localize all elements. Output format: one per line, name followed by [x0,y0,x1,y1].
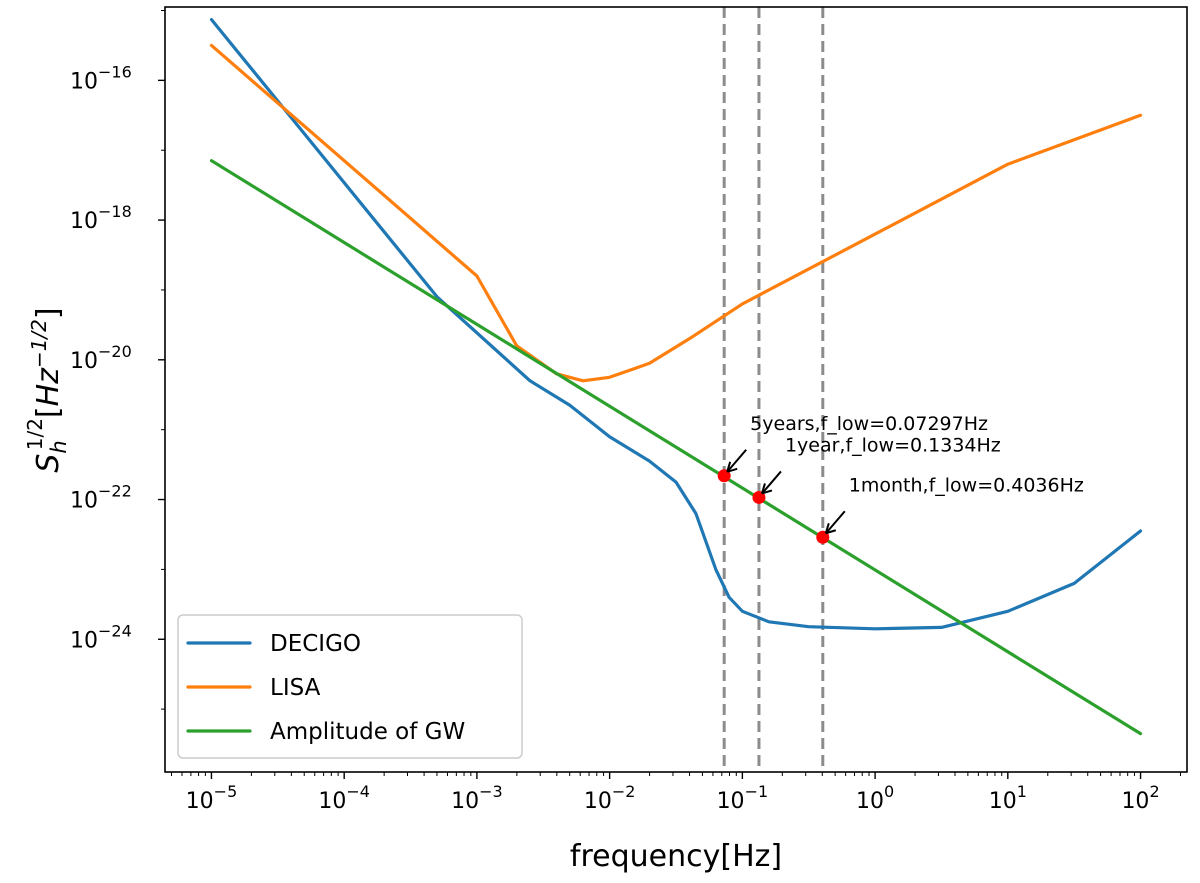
x-tick-base-2: 10 [451,789,479,814]
legend-label-decigo: DECIGO [270,631,361,657]
y-tick-label-0: 10−16 [70,62,132,94]
x-tick-label-4: 10−1 [717,782,769,814]
x-tick-exp-2: −3 [479,782,503,801]
x-tick-label-5: 100 [856,782,894,814]
x-tick-exp-4: −1 [745,782,769,801]
annotation-label-0: 5years,f_low=0.07297Hz [750,413,988,435]
y-tick-label-3: 10−22 [70,482,132,514]
y-title-bracket-close: ] [31,307,66,319]
x-axis: 10−5 10−4 10−3 10−2 10−1 100 101 102 [170,772,1182,814]
x-tick-exp-5: 0 [884,782,894,801]
y-tick-base-3: 10 [70,489,98,514]
vertical-reference-lines [722,7,825,772]
x-tick-exp-1: −4 [346,782,370,801]
y-title-bracket-open: [ [31,406,66,418]
plot-frame [164,6,1188,773]
x-tick-base-7: 10 [1121,789,1149,814]
legend-label-gw: Amplitude of GW [270,719,465,745]
annotation-arrow-0 [727,449,747,472]
y-tick-base-1: 10 [70,209,98,234]
x-tick-exp-7: 2 [1149,782,1159,801]
x-tick-label-1: 10−4 [318,782,370,814]
annotation-label-1: 1year,f_low=0.1334Hz [785,434,1001,456]
annotation-arrowhead-2 [824,522,837,535]
x-tick-base-0: 10 [186,789,214,814]
x-tick-label-0: 10−5 [186,782,238,814]
x-tick-base-6: 10 [989,789,1017,814]
y-tick-exp-2: −20 [98,342,132,361]
annotation-arrowhead-1 [760,483,773,495]
y-tick-label-1: 10−18 [70,202,132,234]
y-title-s: S [31,454,66,473]
x-tick-exp-6: 1 [1017,782,1027,801]
annotation-arrow-1 [762,470,782,494]
series-line-lisa [209,43,1143,383]
x-axis-title: frequency[Hz] [570,839,782,874]
x-tick-exp-3: −2 [612,782,636,801]
x-tick-label-3: 10−2 [584,782,636,814]
y-tick-base-2: 10 [70,349,98,374]
annotations: 5years,f_low=0.07297Hz1year,f_low=0.1334… [726,413,1084,535]
y-tick-base-0: 10 [70,69,98,94]
y-title-unit-sup: −1/2 [27,319,51,368]
y-title-hz: Hz [31,367,66,407]
legend-box [177,614,523,759]
x-tick-label-7: 102 [1121,782,1159,814]
x-tick-base-1: 10 [318,789,346,814]
x-tick-label-6: 101 [989,782,1027,814]
y-tick-exp-0: −16 [98,62,132,81]
y-title-sub: h [47,440,71,453]
series-layer [209,18,1143,736]
y-tick-exp-1: −18 [98,202,132,221]
y-tick-base-4: 10 [70,628,98,653]
series-line-amplitude-of-gw [209,159,1143,736]
annotation-arrowhead-0 [726,461,738,473]
x-tick-exp-0: −5 [214,782,238,801]
y-tick-exp-4: −24 [98,621,132,640]
legend: DECIGO LISA Amplitude of GW [177,614,523,759]
y-title-sup: 1/2 [23,418,47,450]
x-tick-base-4: 10 [717,789,745,814]
y-tick-exp-3: −22 [98,482,132,501]
y-tick-label-4: 10−24 [70,621,132,653]
x-tick-base-5: 10 [856,789,884,814]
annotation-arrow-2 [826,510,846,533]
series-line-decigo [209,18,1143,631]
x-tick-label-2: 10−3 [451,782,503,814]
legend-label-lisa: LISA [270,675,321,701]
y-tick-label-2: 10−20 [70,342,132,374]
annotation-label-2: 1month,f_low=0.4036Hz [849,474,1084,496]
y-axis-title: Sh1/2[Hz−1/2] [23,307,71,472]
x-tick-base-3: 10 [584,789,612,814]
